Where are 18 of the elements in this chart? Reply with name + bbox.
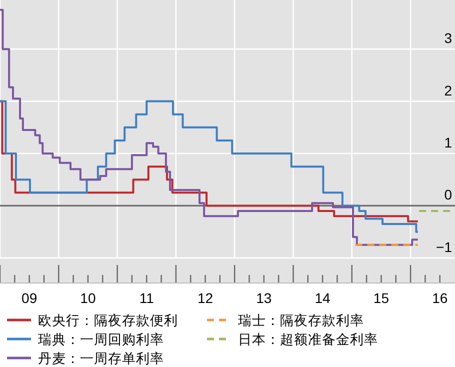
legend-label: 日本：超额准备金利率 xyxy=(238,332,378,347)
x-tick-label: 16 xyxy=(432,290,448,306)
x-tick-label: 14 xyxy=(314,290,331,306)
legend-label: 瑞典：一周回购利率 xyxy=(38,332,164,347)
y-tick-label: 2 xyxy=(444,82,452,98)
x-tick-label: 10 xyxy=(80,290,96,306)
legend-label: 欧央行：隔夜存款便利 xyxy=(38,313,178,328)
x-tick-label: 09 xyxy=(22,290,38,306)
legend-label: 丹麦：一周存单利率 xyxy=(38,351,164,366)
y-tick-label: 3 xyxy=(444,30,452,46)
y-tick-label: −1 xyxy=(436,238,452,255)
x-tick-label: 13 xyxy=(256,290,272,306)
y-tick-label: 0 xyxy=(444,186,452,203)
legend-label: 瑞士：隔夜存款利率 xyxy=(238,313,364,328)
y-tick-label: 1 xyxy=(444,134,452,151)
x-tick-label: 11 xyxy=(139,290,154,306)
x-tick-label: 15 xyxy=(373,290,390,306)
x-tick-label: 12 xyxy=(197,290,214,306)
